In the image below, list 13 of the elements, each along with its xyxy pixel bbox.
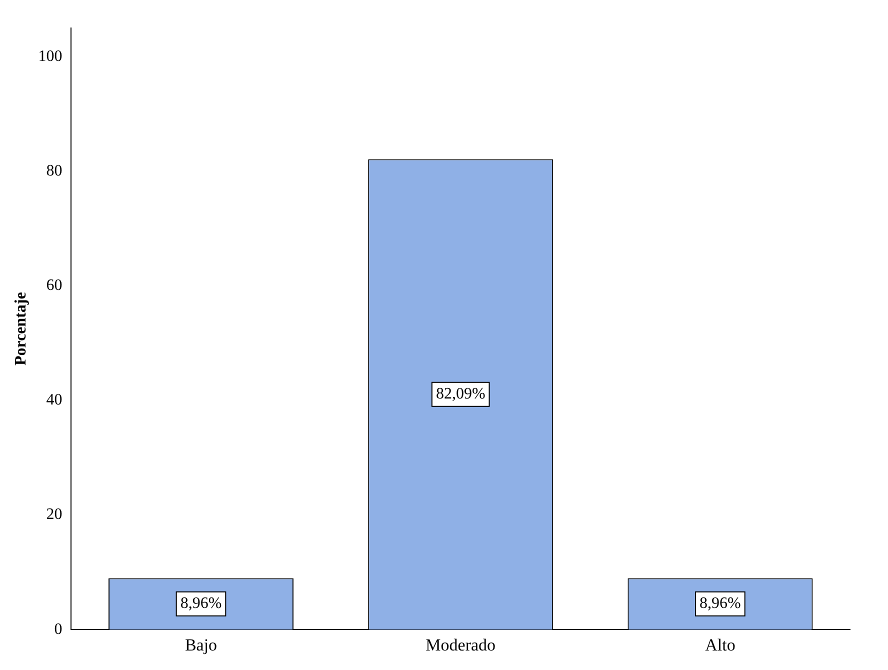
x-tick-label: Moderado: [426, 635, 496, 654]
y-tick-label: 0: [54, 620, 62, 638]
y-axis-title: Porcentaje: [12, 292, 30, 366]
x-tick-label: Bajo: [184, 635, 218, 654]
x-tick-label: Alto: [705, 635, 736, 654]
y-tick-label: 40: [46, 392, 62, 409]
data-label: 8,96%: [180, 595, 222, 612]
y-tick-label: 100: [38, 48, 62, 65]
y-tick-label: 20: [46, 506, 62, 524]
data-label: 8,96%: [700, 595, 741, 612]
data-label: 82,09%: [436, 386, 486, 403]
y-tick-label: 60: [46, 277, 62, 294]
y-tick-label: 80: [46, 162, 62, 180]
